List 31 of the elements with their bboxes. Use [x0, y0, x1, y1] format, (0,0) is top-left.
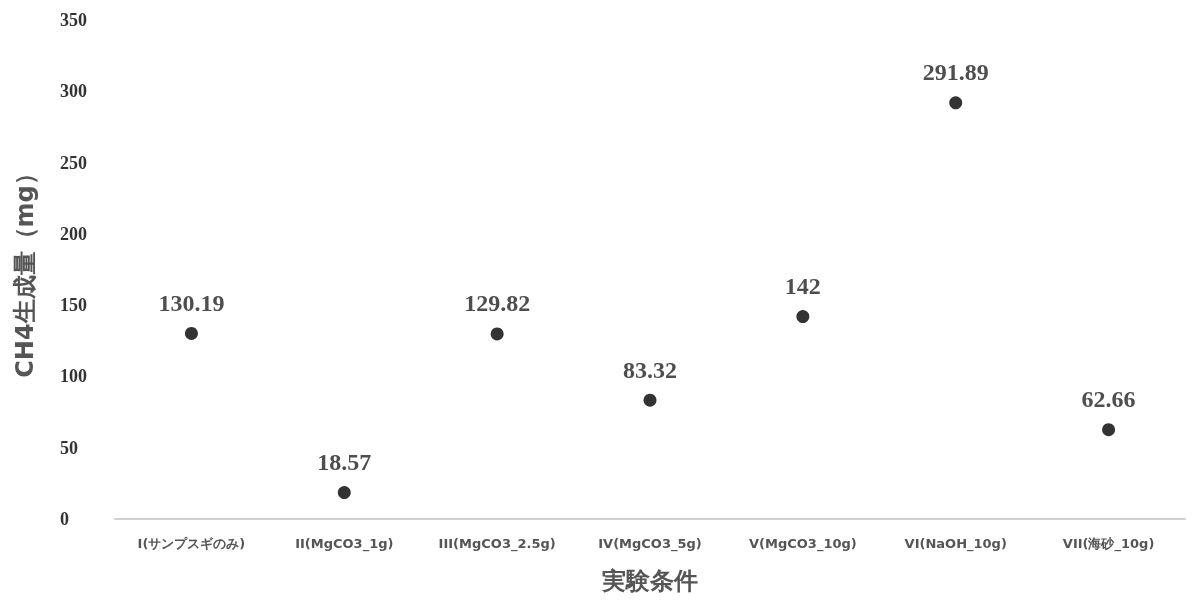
point: [643, 393, 657, 407]
x-tick-label: I(サンプスギのみ): [137, 536, 246, 551]
y-tick-label: 50: [60, 437, 78, 458]
y-tick-label: 100: [60, 366, 87, 387]
data-label: 18.57: [317, 449, 372, 476]
data-label: 62.66: [1081, 386, 1136, 413]
x-tick-label: IV(MgCO3_5g): [598, 536, 702, 552]
x-tick-label: VI(NaOH_10g): [904, 536, 1007, 552]
data-label: 130.19: [158, 289, 225, 316]
point: [184, 326, 198, 340]
point: [337, 486, 351, 500]
y-tick-label: 300: [60, 81, 87, 102]
data-label: 142: [784, 273, 821, 300]
x-tick-label: V(MgCO3_10g): [748, 536, 857, 552]
y-tick-label: 0: [60, 509, 69, 529]
x-tick-label: III(MgCO3_2.5g): [438, 536, 556, 552]
y-tick-label: 200: [60, 223, 87, 244]
point: [796, 310, 810, 324]
y-tick-label: 350: [60, 10, 87, 30]
data-label: 291.89: [922, 59, 989, 86]
x-tick-label: VII(海砂_10g): [1062, 536, 1155, 552]
point: [949, 96, 963, 110]
y-axis-title: CH4生成量（mg）: [11, 161, 39, 378]
data-label: 129.82: [464, 290, 531, 317]
x-tick-label: II(MgCO3_1g): [295, 536, 394, 552]
y-tick-label: 150: [60, 295, 87, 316]
x-axis-title: 実験条件: [601, 567, 698, 595]
point: [1102, 423, 1116, 437]
y-tick-label: 250: [60, 152, 87, 173]
data-label: 83.32: [623, 356, 677, 383]
point: [490, 327, 504, 341]
